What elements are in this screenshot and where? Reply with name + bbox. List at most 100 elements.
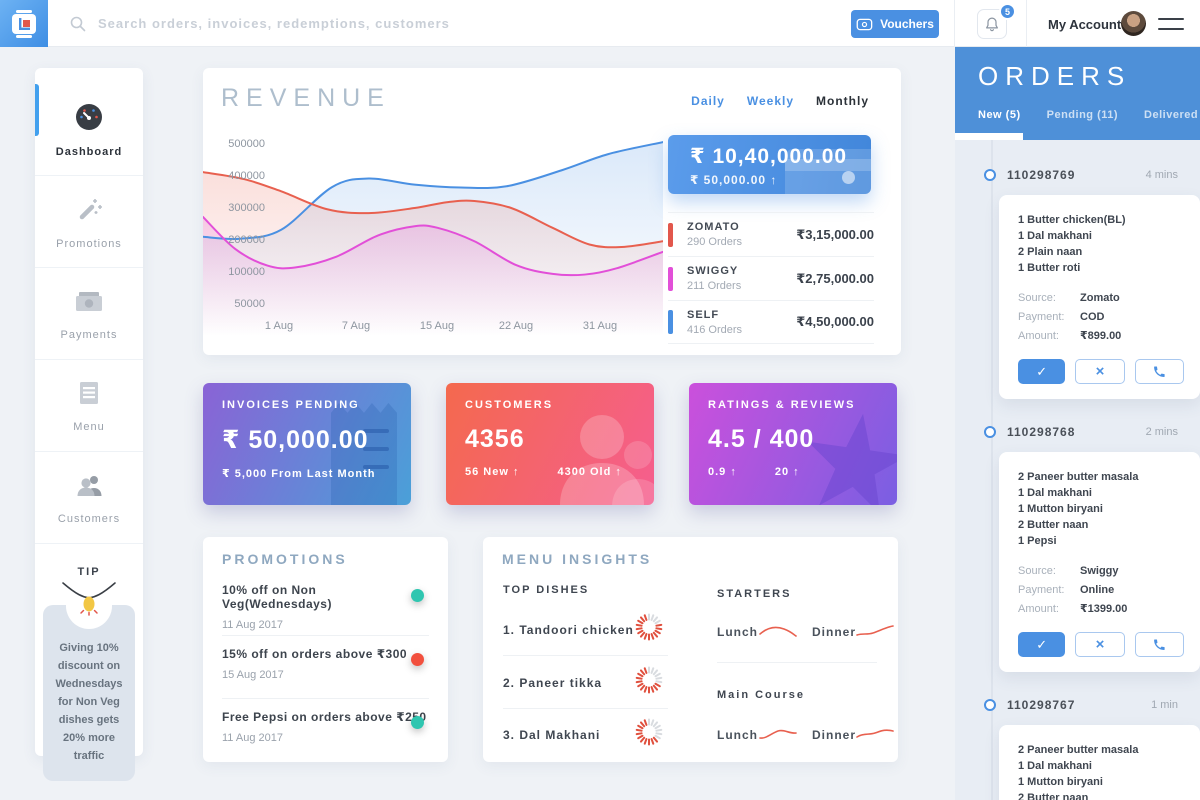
call-customer-button[interactable]	[1134, 359, 1184, 384]
order-payment: COD	[1080, 311, 1105, 323]
order-item: 1 Dal makhani	[1018, 760, 1092, 772]
promotion-status-dot	[411, 589, 424, 602]
order-card[interactable]: 2 Paneer butter masala 1 Dal makhani 1 M…	[999, 725, 1200, 800]
tab-weekly[interactable]: Weekly	[746, 94, 794, 108]
main-course-label: Main Course	[717, 689, 806, 701]
revenue-sources: ZOMATO 290 Orders ₹3,15,000.00 SWIGGY 21…	[668, 212, 874, 344]
divider	[222, 635, 429, 636]
topbar-divider	[954, 0, 955, 47]
close-icon: ×	[1095, 636, 1105, 653]
order-id[interactable]: 110298769	[1007, 168, 1076, 182]
order-status-circle[interactable]	[984, 699, 996, 711]
notification-count-badge: 5	[999, 3, 1016, 20]
bell-icon	[986, 17, 998, 31]
source-amount: ₹2,75,000.00	[796, 270, 874, 286]
order-amount: ₹899.00	[1080, 330, 1122, 342]
promotion-date: 15 Aug 2017	[222, 669, 284, 681]
order-id[interactable]: 110298767	[1007, 698, 1076, 712]
lunch-label: Lunch	[717, 728, 758, 742]
order-item: 1 Mutton biryani	[1018, 776, 1103, 788]
revenue-total-card: ₹ 10,40,000.00 ₹ 50,000.00 ↑	[668, 135, 871, 194]
accept-order-button[interactable]: ✓	[1018, 359, 1066, 384]
order-item: 1 Dal makhani	[1018, 230, 1092, 242]
stat-value: 4.5 / 400	[708, 425, 815, 453]
tab-orders-delivered[interactable]: Delivered	[1144, 109, 1199, 121]
order-source: Swiggy	[1080, 565, 1119, 577]
promotions-title: PROMOTIONS	[222, 551, 348, 567]
orders-title: ORDERS	[978, 61, 1132, 91]
promotion-item[interactable]: 10% off on Non Veg(Wednesdays) 11 Aug 20…	[222, 583, 429, 631]
my-account-link[interactable]: My Account	[1048, 17, 1122, 32]
star-icon	[808, 413, 897, 505]
source-orders: 211 Orders	[687, 280, 742, 292]
revenue-range-tabs: Daily Weekly Monthly	[691, 94, 869, 108]
menu-icon[interactable]	[1158, 18, 1184, 30]
vouchers-button[interactable]: Vouchers	[851, 10, 939, 38]
order-id[interactable]: 110298768	[1007, 425, 1076, 439]
sidebar-item-promotions[interactable]: Promotions	[35, 176, 143, 268]
search-input[interactable]	[98, 16, 528, 31]
voucher-icon	[856, 18, 873, 30]
payment-label: Payment:	[1018, 584, 1065, 596]
avatar[interactable]	[1121, 11, 1146, 36]
order-time: 1 min	[1151, 699, 1178, 711]
tab-orders-new[interactable]: New (5)	[978, 109, 1021, 121]
people-deco-icon	[560, 415, 654, 505]
order-card[interactable]: 1 Butter chicken(BL) 1 Dal makhani 2 Pla…	[999, 195, 1200, 399]
payment-label: Payment:	[1018, 311, 1065, 323]
orders-timeline	[991, 140, 993, 800]
tab-daily[interactable]: Daily	[691, 94, 725, 108]
magic-wand-icon	[79, 198, 102, 219]
wallet-icon-band	[785, 159, 871, 171]
y-axis-tick: 300000	[228, 202, 265, 214]
sidebar-item-label: Customers	[57, 512, 121, 525]
source-row-self: SELF 416 Orders ₹4,50,000.00	[668, 300, 874, 344]
order-amount: ₹1399.00	[1080, 603, 1128, 615]
orders-panel-header: ORDERS New (5) Pending (11) Delivered	[955, 47, 1200, 140]
revenue-change: ₹ 50,000.00 ↑	[690, 173, 778, 187]
order-card[interactable]: 2 Paneer butter masala 1 Dal makhani 1 M…	[999, 452, 1200, 672]
sidebar-item-payments[interactable]: Payments	[35, 268, 143, 360]
call-customer-button[interactable]	[1134, 632, 1184, 657]
sidebar-item-customers[interactable]: Customers	[35, 452, 143, 544]
sidebar-item-dashboard[interactable]: Dashboard	[35, 84, 143, 176]
promotion-item[interactable]: Free Pepsi on orders above ₹250 11 Aug 2…	[222, 710, 429, 744]
dinner-sparkline	[856, 625, 894, 636]
dinner-label: Dinner	[812, 625, 857, 639]
lunch-sparkline	[759, 729, 797, 739]
dish-gauge	[635, 613, 663, 641]
order-status-circle[interactable]	[984, 426, 996, 438]
ratings-reviews-card: RATINGS & REVIEWS 4.5 / 400 0.9 ↑ 20 ↑	[689, 383, 897, 505]
order-source: Zomato	[1080, 292, 1120, 304]
sidebar-item-menu[interactable]: Menu	[35, 360, 143, 452]
people-icon	[77, 475, 102, 496]
reject-order-button[interactable]: ×	[1075, 359, 1125, 384]
tip-title: TIP	[77, 566, 101, 578]
divider	[717, 662, 877, 663]
stat-title: CUSTOMERS	[465, 399, 554, 411]
tab-orders-pending[interactable]: Pending (11)	[1046, 109, 1119, 121]
dish-gauge	[635, 718, 663, 746]
stat-sub: 56 New ↑	[465, 466, 520, 478]
revenue-chart: 500000 400000 300000 200000 100000 50000…	[203, 136, 663, 336]
app-logo[interactable]	[0, 0, 48, 47]
order-item: 2 Butter naan	[1018, 792, 1089, 800]
promotion-item[interactable]: 15% off on orders above ₹300 15 Aug 2017	[222, 647, 429, 681]
divider	[222, 698, 429, 699]
starters-label: STARTERS	[717, 588, 792, 600]
orders-list[interactable]: 110298769 4 mins 1 Butter chicken(BL) 1 …	[955, 140, 1200, 800]
order-item: 1 Dal makhani	[1018, 487, 1092, 499]
tip-card: Giving 10% discount on Wednesdays for No…	[43, 605, 135, 781]
tab-monthly[interactable]: Monthly	[816, 94, 869, 108]
order-item: 2 Butter naan	[1018, 519, 1089, 531]
sidebar-item-label: Promotions	[56, 237, 122, 250]
top-dishes-label: TOP DISHES	[503, 584, 590, 596]
accept-order-button[interactable]: ✓	[1018, 632, 1066, 657]
active-tab-indicator	[955, 133, 1023, 140]
search-icon	[70, 16, 86, 31]
phone-icon	[1153, 639, 1165, 650]
stat-sub: 0.9 ↑	[708, 466, 737, 478]
reject-order-button[interactable]: ×	[1075, 632, 1125, 657]
order-status-circle[interactable]	[984, 169, 996, 181]
dashboard-icon	[76, 103, 102, 130]
